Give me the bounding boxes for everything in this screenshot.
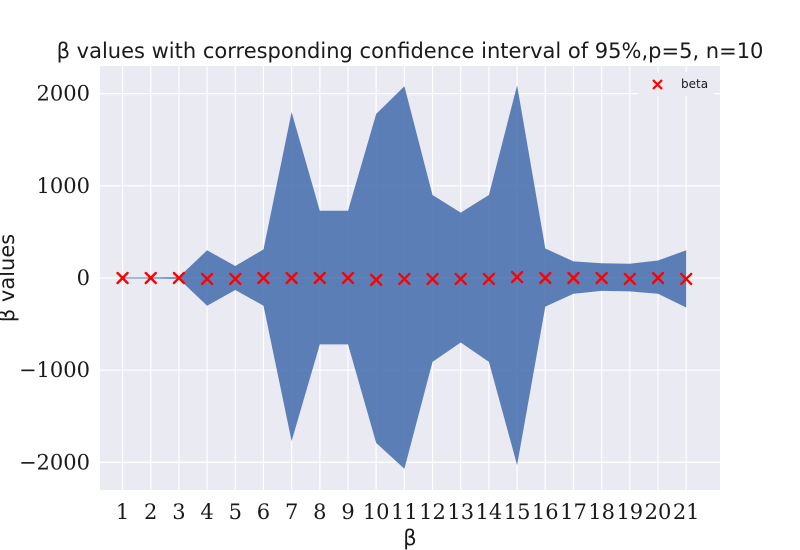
- beta-point: [116, 271, 129, 285]
- x-tick-label: 18: [588, 500, 615, 524]
- y-axis-label: β values: [0, 234, 19, 322]
- y-tick-label: −1000: [19, 358, 90, 382]
- confidence-band: [122, 85, 687, 469]
- beta-point-stroke: [595, 271, 608, 285]
- y-tick-label: 2000: [37, 82, 90, 106]
- x-tick-label: 2: [144, 500, 157, 524]
- beta-point-stroke: [454, 272, 467, 286]
- beta-point-stroke: [144, 271, 157, 285]
- beta-point: [313, 271, 327, 285]
- x-tick-label: 3: [172, 500, 185, 524]
- legend-marker: [652, 79, 663, 90]
- beta-point-stroke: [679, 272, 693, 286]
- beta-point-stroke: [567, 271, 580, 285]
- x-tick-label: 21: [673, 500, 700, 524]
- beta-point-stroke: [172, 271, 186, 285]
- beta-point-stroke: [482, 272, 496, 286]
- beta-point: [454, 272, 467, 286]
- beta-point-stroke: [116, 271, 129, 285]
- x-tick-label: 8: [313, 500, 326, 524]
- x-axis-label: β: [403, 526, 416, 550]
- beta-point: [623, 272, 637, 286]
- x-tick-label: 11: [391, 500, 418, 524]
- y-tick-label: 0: [77, 266, 90, 290]
- x-tick-label: 19: [616, 500, 643, 524]
- x-tick-label: 20: [645, 500, 672, 524]
- x-tick-labels: 1 2 3 4 5 6 7 8 9 10 11 12 13 14 15 16 17 18 19 20 21: [116, 500, 700, 524]
- beta-point: [285, 271, 298, 285]
- y-tick-label: −2000: [19, 450, 90, 474]
- beta-point-stroke: [623, 272, 637, 286]
- legend: beta: [638, 72, 714, 96]
- beta-point-stroke: [341, 271, 355, 285]
- x-tick-label: 16: [532, 500, 559, 524]
- x-tick-label: 12: [419, 500, 446, 524]
- beta-point: [200, 272, 214, 286]
- beta-point-stroke: [313, 271, 327, 285]
- beta-point: [539, 271, 552, 285]
- x-tick-label: 6: [257, 500, 270, 524]
- x-tick-label: 13: [447, 500, 474, 524]
- beta-point: [567, 271, 580, 285]
- x-tick-label: 7: [285, 500, 298, 524]
- legend-label: beta: [681, 77, 708, 91]
- beta-point: [398, 272, 411, 286]
- beta-point-stroke: [229, 272, 242, 286]
- beta-point-stroke: [426, 272, 439, 286]
- x-tick-label: 5: [229, 500, 242, 524]
- x-tick-label: 4: [200, 500, 213, 524]
- beta-point-stroke: [510, 270, 524, 284]
- beta-point: [426, 272, 439, 286]
- beta-point-stroke: [285, 271, 298, 285]
- x-tick-label: 15: [504, 500, 531, 524]
- beta-point-stroke: [200, 272, 214, 286]
- legend-box: [638, 72, 714, 96]
- x-tick-label: 17: [560, 500, 587, 524]
- beta-point-stroke: [398, 272, 411, 286]
- beta-point: [510, 270, 524, 284]
- x-tick-label: 14: [476, 500, 503, 524]
- beta-point: [229, 272, 242, 286]
- beta-point-stroke: [257, 271, 270, 285]
- beta-point: [595, 271, 608, 285]
- beta-point-stroke: [651, 271, 665, 285]
- beta-point: [172, 271, 186, 285]
- x-tick-label: 10: [363, 500, 390, 524]
- beta-point-stroke: [539, 271, 552, 285]
- beta-markers: [116, 270, 693, 287]
- beta-point: [341, 271, 355, 285]
- chart-title: β values with corresponding confidence i…: [57, 39, 764, 63]
- y-tick-labels: −2000 −1000 0 1000 2000: [19, 82, 90, 475]
- beta-point: [679, 272, 693, 286]
- beta-point: [651, 271, 665, 285]
- x-tick-label: 1: [116, 500, 129, 524]
- beta-point: [369, 273, 383, 287]
- beta-point: [257, 271, 270, 285]
- beta-point: [482, 272, 496, 286]
- x-tick-label: 9: [341, 500, 354, 524]
- beta-point: [144, 271, 157, 285]
- beta-point-stroke: [369, 273, 383, 287]
- y-tick-label: 1000: [37, 174, 90, 198]
